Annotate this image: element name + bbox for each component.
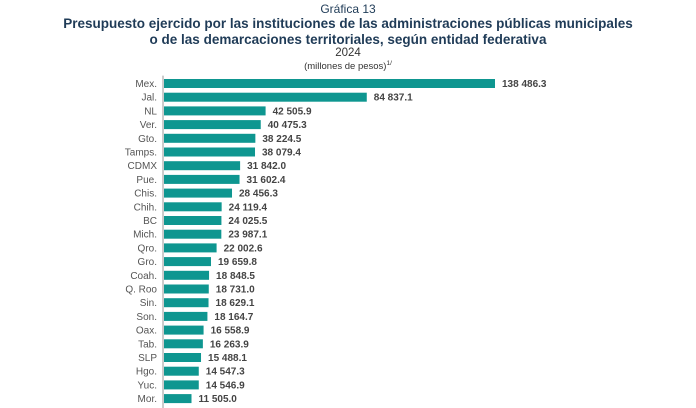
category-label: Pue.	[136, 175, 157, 186]
category-label: Gto.	[138, 134, 157, 145]
bar	[164, 394, 192, 404]
value-label: 31 602.4	[247, 175, 286, 186]
value-label: 138 486.3	[502, 79, 547, 90]
value-label: 15 488.1	[208, 353, 247, 364]
category-label: Yuc.	[138, 380, 157, 391]
category-label: BC	[143, 216, 157, 227]
bar	[164, 243, 217, 253]
units-text: (millones de pesos)	[304, 61, 387, 73]
bar	[164, 366, 199, 376]
value-label: 22 002.6	[224, 243, 263, 254]
category-label: Chis.	[134, 189, 157, 200]
bar	[164, 161, 241, 171]
value-label: 14 547.3	[206, 367, 245, 378]
category-label: Qro.	[138, 243, 157, 254]
value-label: 38 079.4	[262, 148, 301, 159]
value-label: 18 848.5	[216, 271, 255, 282]
value-label: 19 659.8	[218, 257, 257, 268]
bar	[164, 188, 233, 198]
category-label: Jal.	[141, 93, 157, 104]
category-label: Gro.	[138, 257, 157, 268]
units-footnote: 1/	[386, 60, 392, 67]
category-label: CDMX	[128, 161, 158, 172]
category-label: Ver.	[140, 120, 157, 131]
bar	[164, 270, 210, 280]
category-label: Tamps.	[125, 148, 157, 159]
chart-title-line2: o de las demarcaciones territoriales, se…	[149, 32, 547, 47]
bar	[164, 79, 495, 88]
bar	[164, 325, 204, 335]
chart-title-line1: Presupuesto ejercido por las institucion…	[63, 16, 633, 31]
value-label: 31 842.0	[247, 161, 286, 172]
value-label: 24 025.5	[228, 216, 267, 227]
category-label: Mex.	[135, 79, 157, 90]
bar	[164, 353, 202, 362]
value-label: 18 164.7	[214, 312, 253, 323]
category-label: Mor.	[138, 394, 157, 405]
category-label: Q. Roo	[125, 285, 157, 296]
bar	[164, 311, 208, 321]
value-label: 16 263.9	[210, 339, 249, 350]
bar	[164, 147, 256, 157]
bar	[164, 174, 240, 184]
category-label: Tab.	[138, 339, 157, 350]
value-label: 42 505.9	[273, 106, 312, 117]
value-label: 38 224.5	[262, 134, 301, 145]
bar	[164, 284, 209, 294]
category-label: NL	[144, 106, 157, 117]
value-label: 40 475.3	[268, 120, 307, 131]
chart-units: (millones de pesos)1/	[0, 60, 696, 72]
category-label: Mich.	[133, 230, 157, 241]
bar	[164, 202, 222, 212]
value-label: 18 731.0	[216, 285, 255, 296]
bar	[164, 380, 199, 390]
value-label: 11 505.0	[198, 394, 237, 405]
value-label: 84 837.1	[374, 93, 413, 104]
value-label: 24 119.4	[229, 202, 268, 213]
bar	[164, 133, 256, 143]
category-label: Hgo.	[136, 367, 157, 378]
value-label: 18 629.1	[216, 298, 255, 309]
chart-year: 2024	[335, 47, 361, 59]
value-label: 14 546.9	[206, 380, 245, 391]
chart-label: Gráfica 13	[320, 2, 376, 16]
bar	[164, 257, 211, 267]
category-label: Chih.	[134, 202, 157, 213]
category-label: Sin.	[140, 298, 157, 309]
category-label: Coah.	[130, 271, 157, 282]
category-label: Oax.	[136, 326, 157, 337]
bar	[164, 339, 203, 349]
bar	[164, 92, 367, 102]
value-label: 23 987.1	[228, 230, 267, 241]
bar	[164, 216, 222, 225]
bar	[164, 120, 261, 130]
bar	[164, 106, 266, 116]
value-label: 16 558.9	[211, 326, 250, 337]
bar	[164, 298, 209, 308]
bar	[164, 229, 222, 239]
category-label: Son.	[136, 312, 157, 323]
category-label: SLP	[138, 353, 157, 364]
value-label: 28 456.3	[239, 189, 278, 200]
